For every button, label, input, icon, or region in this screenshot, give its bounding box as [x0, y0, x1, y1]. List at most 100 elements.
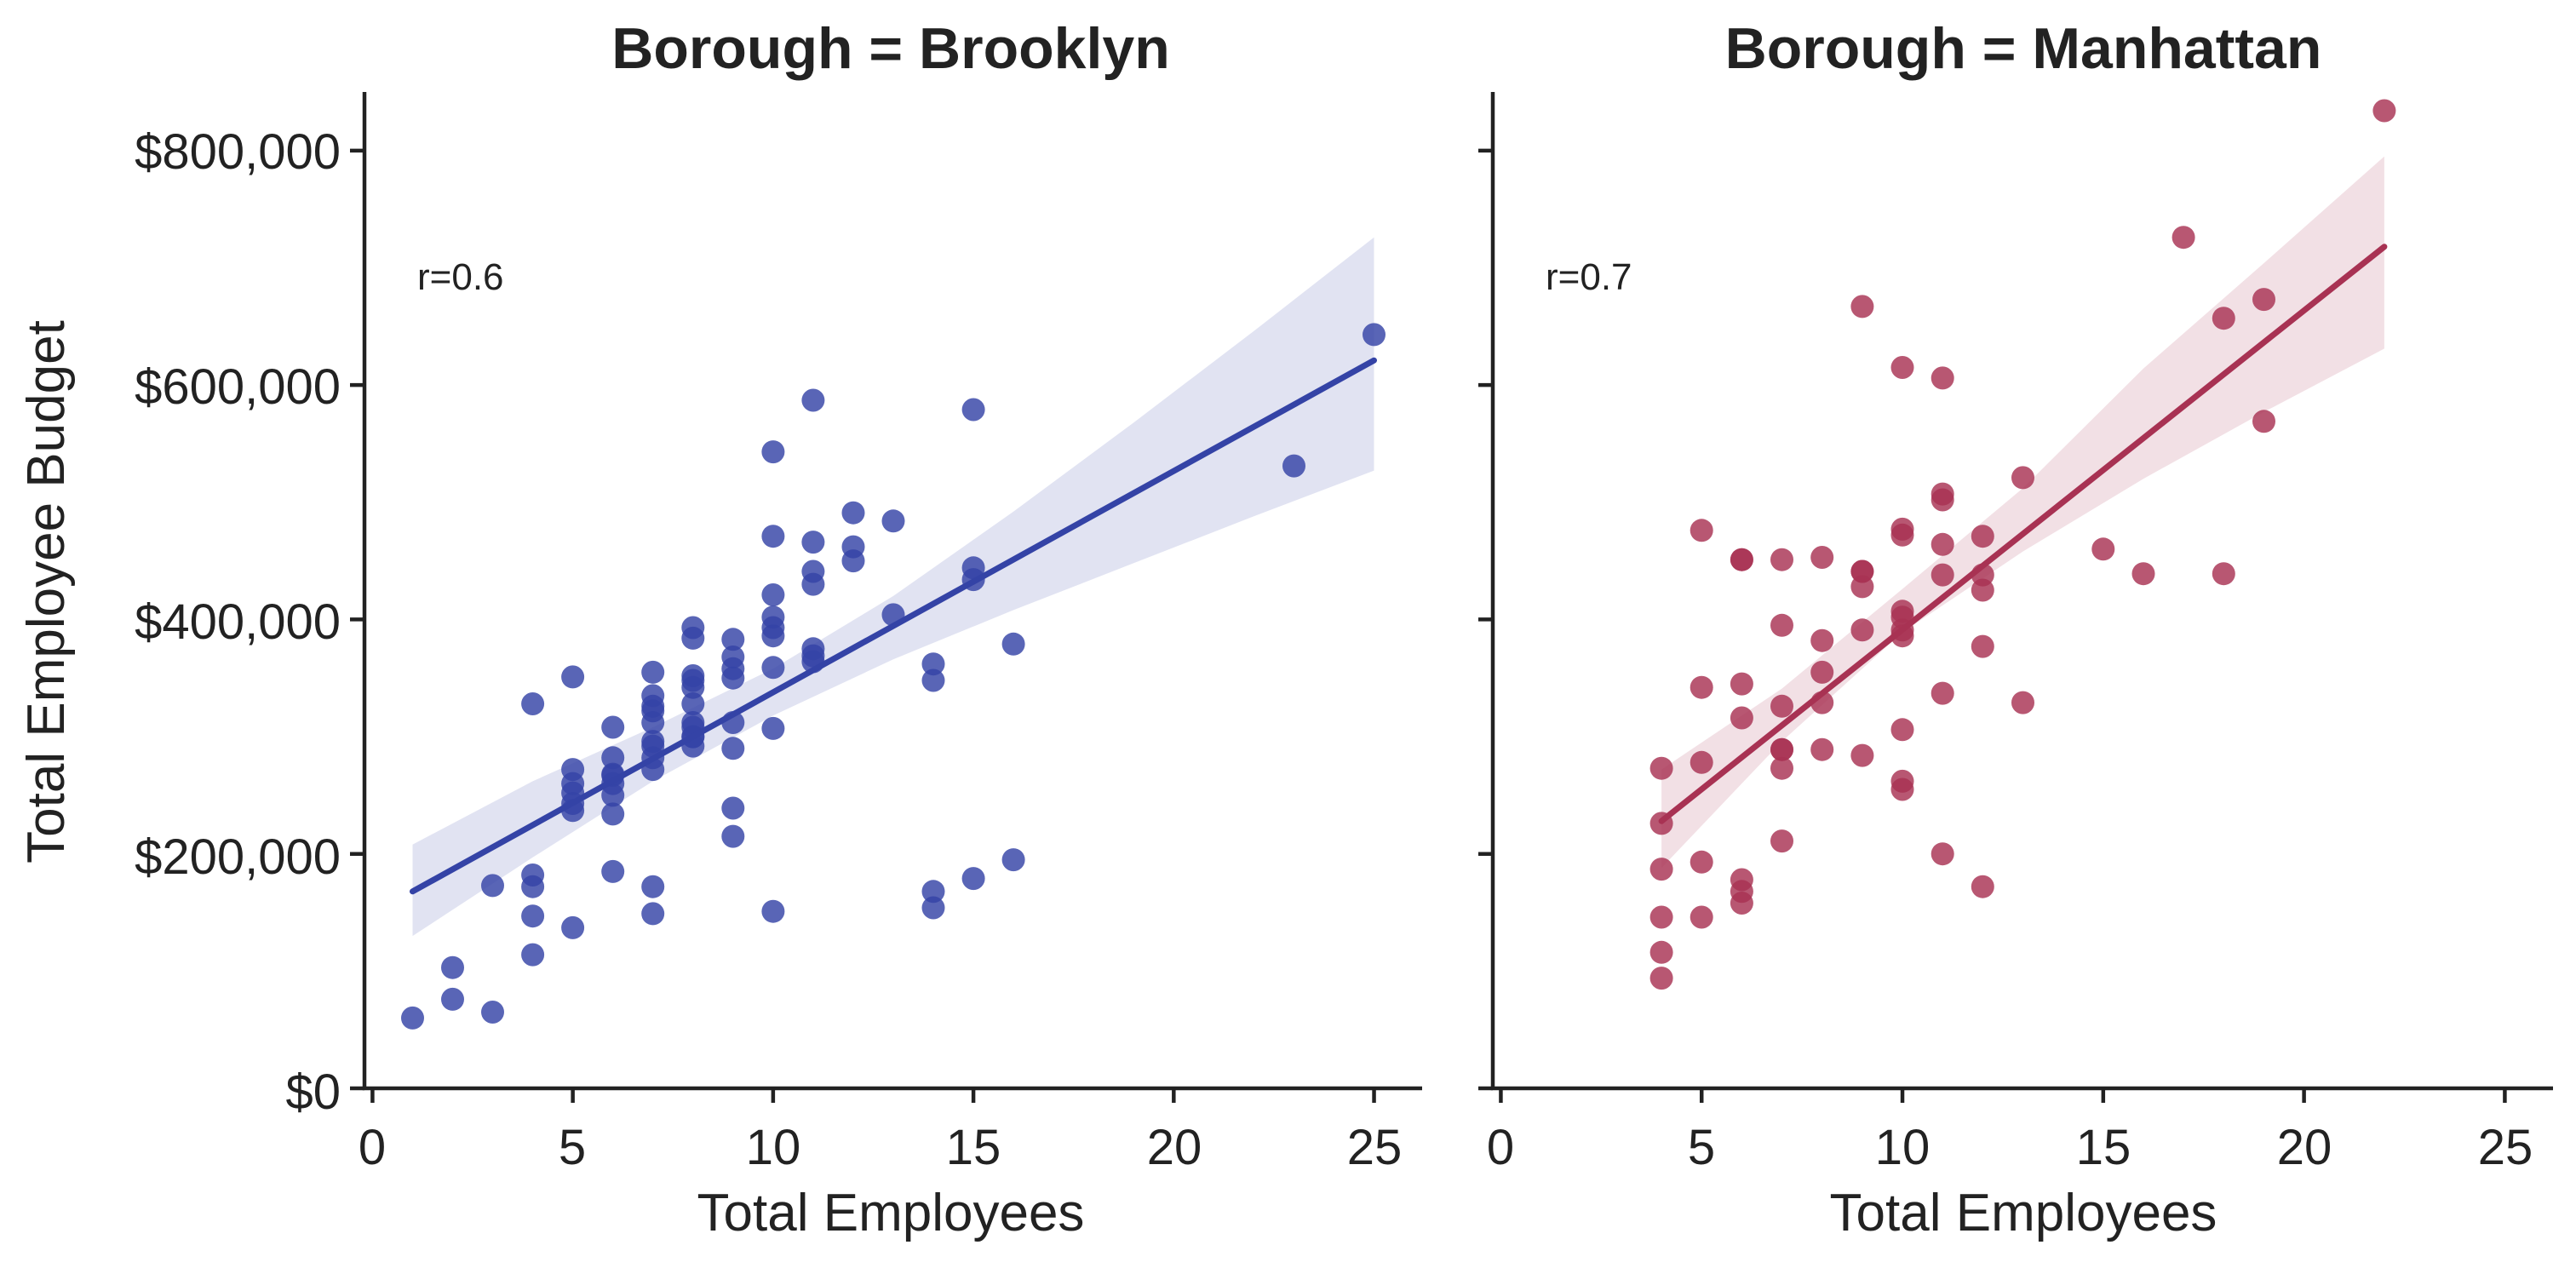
data-point	[761, 525, 785, 548]
data-point	[1931, 532, 1954, 556]
data-point	[1931, 563, 1954, 587]
data-point	[561, 665, 585, 689]
confidence-band	[1661, 156, 2384, 869]
data-point	[601, 859, 625, 883]
confidence-band-layer	[412, 237, 1374, 937]
data-point	[2131, 562, 2155, 586]
data-point	[2212, 307, 2235, 330]
data-point	[761, 605, 785, 629]
data-point	[1850, 618, 1874, 642]
y-tick-label: $0	[285, 1064, 341, 1120]
data-point	[601, 746, 625, 770]
data-point	[1931, 366, 1954, 390]
data-point	[1810, 546, 1834, 569]
data-point	[1931, 681, 1954, 705]
data-point	[601, 802, 625, 826]
correlation-annotation: r=0.6	[417, 256, 504, 298]
data-point	[641, 902, 665, 926]
data-point	[1649, 967, 1673, 990]
data-point	[1770, 737, 1793, 761]
x-tick-label: 20	[1147, 1120, 1202, 1175]
data-point	[1363, 323, 1386, 347]
x-tick-label: 10	[746, 1120, 801, 1175]
x-tick-label: 0	[359, 1120, 386, 1175]
data-point	[1770, 548, 1793, 571]
data-point	[2011, 691, 2034, 714]
axis-spines	[1490, 92, 2553, 1091]
data-point	[1931, 482, 1954, 506]
confidence-band-layer	[1661, 156, 2384, 869]
data-point	[1890, 517, 1914, 541]
x-tick-label: 10	[1875, 1120, 1931, 1175]
x-ticks	[350, 148, 1376, 1103]
data-point	[561, 915, 585, 939]
data-point	[761, 440, 785, 464]
data-point	[721, 737, 745, 760]
regression-line-layer	[410, 357, 1377, 895]
regression-line	[1658, 244, 2388, 824]
data-point	[1770, 613, 1793, 637]
data-point	[681, 692, 705, 715]
data-point	[1690, 905, 1713, 929]
data-point	[521, 864, 545, 886]
data-point	[1730, 548, 1753, 571]
data-point	[561, 758, 585, 782]
data-point	[641, 875, 665, 898]
data-point	[1282, 454, 1305, 478]
y-axis-label: Total Employee Budget	[17, 320, 76, 864]
data-point	[961, 867, 985, 891]
y-tick-label: $800,000	[135, 124, 341, 180]
data-point	[721, 796, 745, 820]
regression-line-layer	[1658, 244, 2388, 824]
data-point	[1931, 842, 1954, 866]
y-tick-label: $600,000	[135, 359, 341, 415]
data-point	[521, 943, 545, 967]
data-point	[1890, 600, 1914, 623]
data-point	[2252, 410, 2275, 433]
data-point	[481, 874, 504, 898]
data-point	[1810, 628, 1834, 652]
x-tick-labels: 0 5 10 15 20 25	[1487, 1120, 2533, 1175]
data-point	[881, 509, 905, 533]
data-point	[1770, 756, 1793, 780]
x-tick-label: 25	[2478, 1120, 2533, 1175]
data-point	[721, 645, 745, 668]
data-point	[1890, 356, 1914, 379]
x-tick-label: 5	[1688, 1120, 1715, 1175]
x-axis-label: Total Employees	[1830, 1184, 2217, 1242]
data-point	[761, 899, 785, 923]
y-tick-label: $200,000	[135, 829, 341, 885]
data-point	[2372, 99, 2396, 123]
data-point	[1810, 737, 1834, 761]
x-tick-label: 15	[2076, 1120, 2131, 1175]
data-point	[1850, 295, 1874, 318]
data-point	[921, 896, 945, 920]
data-point	[441, 955, 464, 979]
correlation-annotation: r=0.7	[1546, 256, 1632, 298]
data-point	[1730, 672, 1753, 696]
panel-manhattan: Borough = Manhattan r=0.7 0 5 10 15 20 2…	[1478, 16, 2553, 1242]
x-tick-label: 15	[946, 1120, 1001, 1175]
x-tick-label: 5	[559, 1120, 586, 1175]
panel-title: Borough = Manhattan	[1725, 16, 2322, 81]
data-point	[961, 398, 985, 422]
data-point	[521, 904, 545, 928]
x-ticks	[1478, 148, 2507, 1103]
scatter-points	[401, 323, 1386, 1030]
y-tick-label: $400,000	[135, 594, 341, 650]
data-point	[681, 664, 705, 687]
data-point	[2172, 226, 2195, 250]
data-point	[1850, 743, 1874, 767]
panel-title: Borough = Brooklyn	[611, 16, 1169, 81]
data-point	[641, 660, 665, 684]
confidence-band	[412, 237, 1374, 937]
data-point	[1649, 858, 1673, 881]
data-point	[2252, 288, 2275, 312]
data-point	[1690, 750, 1713, 774]
data-point	[1730, 868, 1753, 892]
data-point	[2212, 562, 2235, 586]
data-point	[601, 715, 625, 739]
data-point	[2011, 466, 2034, 490]
y-tick-labels: $0 $200,000 $400,000 $600,000 $800,000	[135, 124, 341, 1120]
